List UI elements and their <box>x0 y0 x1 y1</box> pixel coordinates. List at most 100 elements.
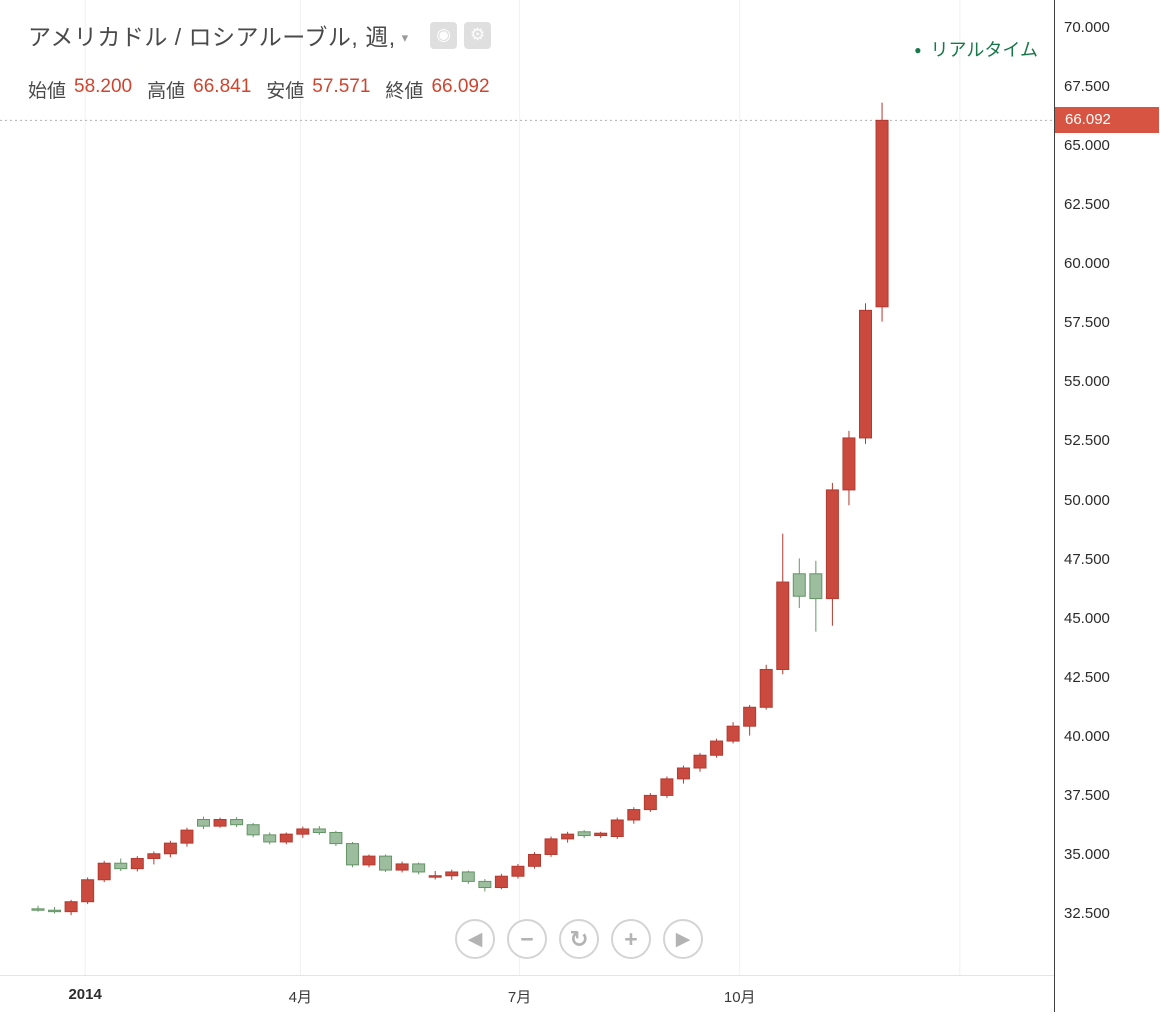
close-label: 終値 <box>385 81 424 102</box>
candle <box>693 754 707 769</box>
candle <box>197 819 210 827</box>
candle <box>610 819 624 838</box>
realtime-status: ● リアルタイム <box>914 36 1038 62</box>
close-value: 66.092 <box>431 76 490 97</box>
price-tick: 57.500 <box>1064 314 1110 332</box>
candle <box>577 831 591 837</box>
price-tick: 67.500 <box>1064 78 1110 96</box>
price-axis[interactable]: 66.092 70.000 67.500 65.000 62.500 60.000 57.… <box>1054 0 1160 1012</box>
ohlc-readout: 始値 58.200 高値 66.841 安値 57.571 終値 66.092 <box>28 76 491 103</box>
candle <box>147 853 161 859</box>
price-tick: 42.500 <box>1064 668 1110 686</box>
gear-icon: ⚙ <box>470 25 486 44</box>
candle <box>329 831 343 845</box>
minus-icon: − <box>520 925 534 952</box>
candle <box>48 909 62 913</box>
price-tick: 70.000 <box>1064 19 1110 36</box>
candle <box>842 437 856 491</box>
candle <box>81 879 95 903</box>
price-tick: 52.500 <box>1064 432 1110 450</box>
price-tick: 37.500 <box>1064 786 1110 804</box>
ohlc-open: 始値 58.200 <box>28 76 132 103</box>
candle <box>743 706 757 727</box>
last-price-badge: 66.092 <box>1055 107 1159 134</box>
candle <box>114 862 128 870</box>
price-tick: 62.500 <box>1064 196 1110 214</box>
candle <box>412 863 426 873</box>
candle <box>296 828 310 835</box>
price-tick: 50.000 <box>1064 491 1110 509</box>
candle <box>345 843 359 866</box>
ohlc-close: 終値 66.092 <box>385 76 489 103</box>
symbol-title-row[interactable]: アメリカドル / ロシアルーブル, 週, ▾ ◉ ⚙ <box>28 18 492 52</box>
plus-icon: + <box>624 925 638 952</box>
candle <box>130 857 144 870</box>
price-tick: 60.000 <box>1064 255 1110 273</box>
pan-left-button[interactable]: ◀ <box>455 919 495 959</box>
candle <box>809 573 823 600</box>
candle <box>561 833 575 840</box>
price-tick: 35.000 <box>1064 845 1110 863</box>
refresh-icon: ↻ <box>569 925 589 952</box>
price-tick: 45.000 <box>1064 609 1110 627</box>
time-tick: 7月 <box>507 989 532 1006</box>
zoom-in-button[interactable]: + <box>611 919 651 959</box>
candle <box>859 309 872 439</box>
open-value: 58.200 <box>74 76 133 97</box>
candle <box>163 842 177 855</box>
realtime-label: リアルタイム <box>930 40 1038 60</box>
time-tick: 10月 <box>723 989 756 1006</box>
candle <box>627 809 641 821</box>
candle <box>710 740 724 756</box>
chevron-down-icon[interactable]: ▾ <box>401 30 409 45</box>
zoom-out-button[interactable]: − <box>507 919 547 959</box>
candle <box>528 853 541 867</box>
candle <box>494 875 508 889</box>
candle <box>379 855 393 871</box>
candle <box>180 829 194 844</box>
reset-zoom-button[interactable]: ↻ <box>559 919 599 959</box>
ohlc-high: 高値 66.841 <box>147 76 251 103</box>
price-tick: 65.000 <box>1064 137 1110 155</box>
candle <box>676 767 690 780</box>
price-tick: 32.500 <box>1064 905 1110 922</box>
candle <box>263 834 277 843</box>
candle <box>428 875 442 878</box>
price-tick: 47.500 <box>1064 550 1110 568</box>
candle <box>31 908 45 911</box>
candle <box>230 819 244 826</box>
high-value: 66.841 <box>193 76 252 97</box>
candle <box>643 794 657 811</box>
candle <box>445 871 459 877</box>
candle <box>478 880 492 889</box>
symbol-title: アメリカドル / ロシアルーブル, 週, <box>28 24 396 50</box>
candle <box>97 862 111 881</box>
price-tick: 55.000 <box>1064 373 1110 391</box>
candle <box>726 725 740 742</box>
high-label: 高値 <box>147 81 186 102</box>
candle <box>544 838 558 855</box>
eye-button[interactable]: ◉ <box>430 21 458 49</box>
candle <box>511 865 525 877</box>
ohlc-low: 安値 57.571 <box>266 76 370 103</box>
chart-nav-controls: ◀ − ↻ + ▶ <box>455 919 703 959</box>
candle <box>594 832 608 837</box>
chevron-right-icon: ▶ <box>675 928 691 950</box>
time-tick: 4月 <box>288 989 312 1006</box>
candle <box>312 828 326 833</box>
candle <box>461 871 475 882</box>
candle <box>64 901 78 913</box>
open-label: 始値 <box>28 81 67 102</box>
chart-header: アメリカドル / ロシアルーブル, 週, ▾ ◉ ⚙ 始値 58.200 高値 … <box>28 18 492 103</box>
low-label: 安値 <box>266 81 305 102</box>
time-tick: 2014 <box>68 986 102 1003</box>
pan-right-button[interactable]: ▶ <box>663 919 703 959</box>
header-icon-buttons: ◉ ⚙ <box>430 21 492 49</box>
candle <box>279 833 293 843</box>
candle <box>246 824 260 836</box>
candle <box>776 581 790 670</box>
time-axis[interactable]: 2014 4月 7月 10月 <box>0 975 1054 1024</box>
gear-button[interactable]: ⚙ <box>464 21 492 49</box>
chevron-left-icon: ◀ <box>467 928 483 950</box>
